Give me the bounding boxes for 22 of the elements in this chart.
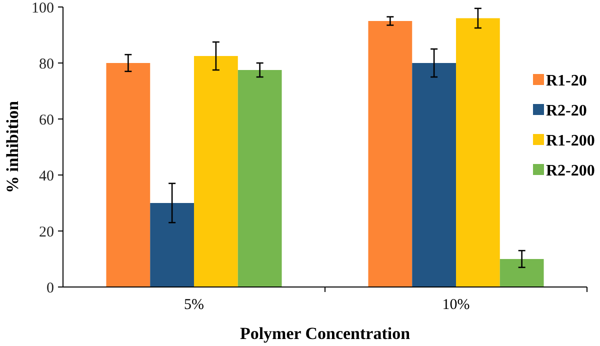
y-tick-label: 0 xyxy=(46,280,54,296)
legend-label: R2-20 xyxy=(546,102,587,120)
bar xyxy=(238,70,282,287)
y-tick-label: 60 xyxy=(39,112,54,128)
bar xyxy=(412,63,456,287)
legend-label: R2-200 xyxy=(546,162,595,180)
legend-label: R1-200 xyxy=(546,132,595,150)
x-tick-label: 5% xyxy=(184,297,204,313)
y-tick-label: 20 xyxy=(39,224,54,240)
y-axis-title: % inhibition xyxy=(3,100,22,194)
bar xyxy=(368,21,412,287)
bar xyxy=(150,203,194,287)
x-axis-title: Polymer Concentration xyxy=(240,324,411,343)
legend-label: R1-20 xyxy=(546,72,587,90)
bar xyxy=(500,259,544,287)
y-tick-label: 80 xyxy=(39,56,54,72)
y-tick-label: 100 xyxy=(32,0,54,16)
y-tick-label: 40 xyxy=(39,168,54,184)
bar xyxy=(106,63,150,287)
bar xyxy=(194,56,238,287)
bar xyxy=(456,18,500,287)
x-tick-label: 10% xyxy=(442,297,470,313)
